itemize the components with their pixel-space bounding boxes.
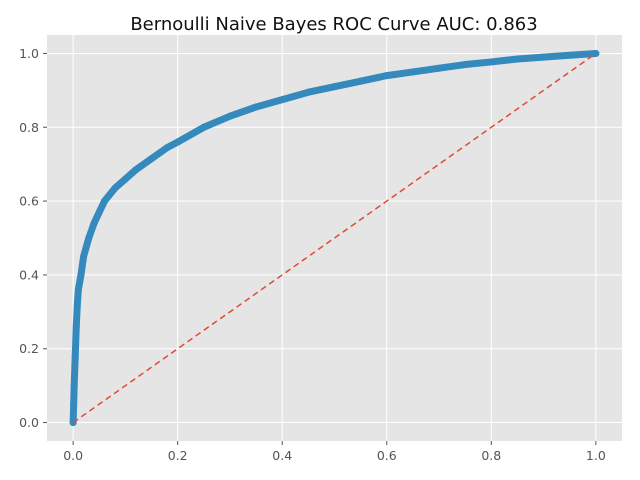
x-tick-label: 0.0 xyxy=(63,448,83,463)
roc-point xyxy=(278,96,286,104)
x-tick-label: 0.6 xyxy=(377,448,397,463)
roc-point xyxy=(80,252,88,260)
roc-point xyxy=(461,61,469,69)
roc-point xyxy=(435,64,443,72)
roc-point xyxy=(101,197,108,205)
roc-point xyxy=(304,88,312,96)
roc-point xyxy=(73,300,81,308)
roc-point xyxy=(174,138,182,146)
roc-point xyxy=(70,382,78,390)
roc-point xyxy=(77,271,85,279)
chart-title: Bernoulli Naive Bayes ROC Curve AUC: 0.8… xyxy=(130,14,537,35)
roc-point xyxy=(566,51,574,59)
y-tick-label: 0.0 xyxy=(19,415,39,430)
x-tick-label: 0.8 xyxy=(481,448,501,463)
roc-point xyxy=(252,103,260,111)
roc-point xyxy=(163,144,171,152)
roc-point xyxy=(74,286,82,294)
roc-point xyxy=(121,175,129,183)
y-tick-label: 0.4 xyxy=(19,267,39,282)
roc-point xyxy=(226,112,234,120)
x-tick-label: 1.0 xyxy=(586,448,606,463)
y-axis-ticks: 0.0 0.2 0.4 0.6 0.8 1.0 xyxy=(19,46,47,430)
roc-point xyxy=(487,58,495,66)
roc-point xyxy=(200,123,208,131)
x-axis-ticks: 0.0 0.2 0.4 0.6 0.8 1.0 xyxy=(63,441,606,463)
roc-point xyxy=(71,352,79,360)
roc-point xyxy=(132,166,140,174)
chance-line xyxy=(72,52,597,424)
roc-point xyxy=(111,184,119,192)
roc-point xyxy=(357,77,365,85)
roc-point xyxy=(85,234,93,242)
roc-point xyxy=(540,53,548,61)
y-tick-label: 1.0 xyxy=(19,46,39,61)
roc-point xyxy=(592,49,600,57)
roc-point xyxy=(70,400,78,408)
roc-point xyxy=(513,55,521,63)
series-layer xyxy=(69,49,600,427)
roc-point xyxy=(90,219,98,227)
y-tick-label: 0.8 xyxy=(19,120,39,135)
roc-point xyxy=(383,72,391,80)
roc-point xyxy=(148,155,156,163)
x-tick-label: 0.2 xyxy=(168,448,188,463)
roc-point xyxy=(95,208,103,216)
roc-point xyxy=(72,323,80,331)
y-tick-label: 0.6 xyxy=(19,194,39,209)
roc-point xyxy=(331,83,338,91)
roc-point xyxy=(409,68,417,76)
y-tick-label: 0.2 xyxy=(19,341,39,356)
x-tick-label: 0.4 xyxy=(272,448,292,463)
